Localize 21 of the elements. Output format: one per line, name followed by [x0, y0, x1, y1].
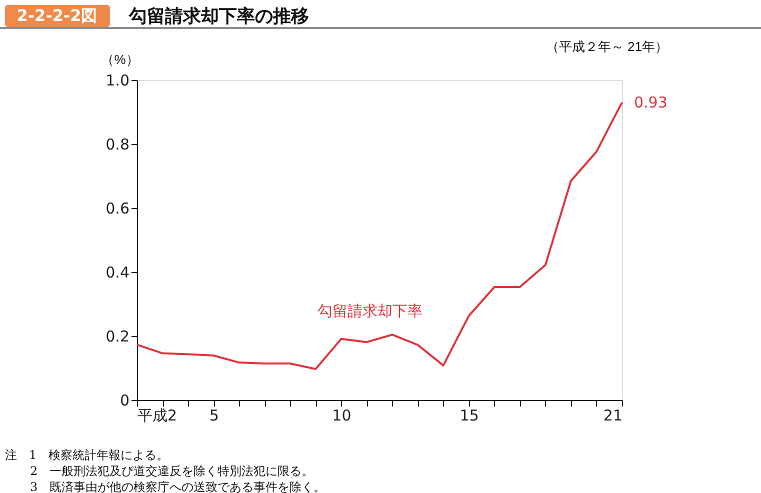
text: 注 1 検察統計年報による。 — [5, 448, 169, 462]
x-tick-label: 5 — [209, 406, 219, 424]
chart-subtitle: （平成２年～ 21年） — [546, 39, 668, 54]
chart-title: 勾留請求却下率の推移 — [128, 6, 309, 26]
text: 2 一般刑法犯及び道交違反を除く特別法犯に限る。 — [30, 464, 314, 478]
series-label: 勾留請求却下率 — [318, 303, 422, 320]
x-tick-label: 平成2 — [138, 406, 178, 424]
x-tick-label: 15 — [460, 406, 479, 424]
x-tick-label: 10 — [332, 406, 352, 424]
x-tick-label: 21 — [603, 406, 622, 424]
y-tick-label: 1.0 — [106, 72, 130, 90]
y-tick-label: 0 — [120, 392, 130, 410]
line-series — [136, 101, 623, 370]
y-tick-label: 0.4 — [106, 264, 130, 282]
text: 2-2-2-2図 — [16, 6, 98, 25]
y-tick-label: 0.6 — [106, 200, 130, 218]
y-tick-label: 0.2 — [106, 328, 130, 346]
data-label: 0.93 — [634, 93, 668, 112]
y-tick-label: 0.8 — [106, 136, 130, 154]
text: 3 既済事由が他の検察庁への送致である事件を除く。 — [30, 480, 326, 493]
y-axis-title: （%） — [101, 52, 139, 67]
